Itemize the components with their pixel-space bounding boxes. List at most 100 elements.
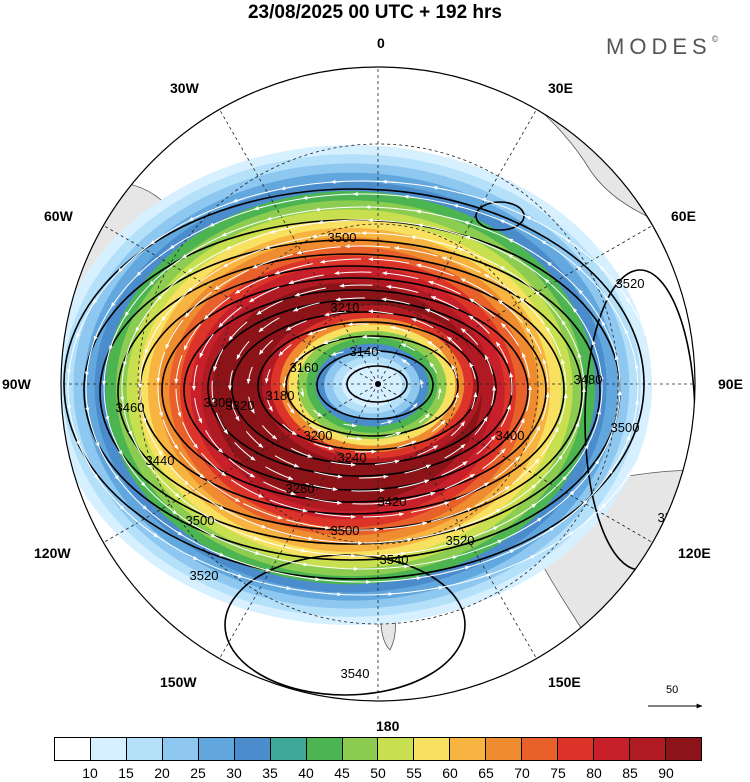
latitude-circle <box>217 223 539 545</box>
wind-vector <box>187 267 223 293</box>
wind-vector <box>363 537 413 544</box>
wind-vector <box>578 387 587 422</box>
wind-vector <box>451 364 458 379</box>
wind-vector <box>446 336 462 351</box>
wind-vector <box>305 483 338 492</box>
wind-vector <box>459 508 502 528</box>
wind-vector <box>444 473 476 490</box>
colorbar-tick-label: 65 <box>478 765 494 781</box>
wind-vector <box>228 458 256 478</box>
wind-vector <box>265 466 294 480</box>
wind-vector <box>354 449 377 454</box>
colorbar-tick-label: 30 <box>226 765 242 781</box>
wind-vector <box>361 335 380 340</box>
wind-vector <box>218 306 242 328</box>
wind-vector <box>474 485 510 507</box>
wind-vector <box>519 297 545 325</box>
wind-vector <box>500 404 511 427</box>
colorbar-tick-label: 25 <box>190 765 206 781</box>
wind-vectors <box>66 179 658 597</box>
wind-vector <box>230 479 264 498</box>
wind-vector <box>262 425 278 440</box>
wind-vector <box>457 247 500 267</box>
height-contour <box>257 321 479 451</box>
wind-vector <box>285 320 307 331</box>
colorbar-tick-label: 20 <box>154 765 170 781</box>
wind-vector <box>179 451 205 479</box>
meridian-line <box>219 383 379 659</box>
contour-label: 3480 <box>574 372 603 387</box>
wind-vector <box>264 236 312 249</box>
meridian-line <box>377 383 653 543</box>
wind-vector <box>162 456 190 486</box>
wind-vector <box>263 481 296 496</box>
pole-marker <box>375 381 381 387</box>
wind-vector <box>246 366 253 384</box>
vector-reference-label: 50 <box>666 684 679 696</box>
colorbar-segment <box>630 738 666 760</box>
wind-vector <box>441 256 481 273</box>
wind-vector <box>174 355 183 384</box>
wind-vector <box>314 538 364 546</box>
wind-vector <box>248 286 280 303</box>
wind-vector <box>381 297 410 305</box>
wind-vector <box>482 448 506 470</box>
wind-vector <box>319 258 362 264</box>
wind-vector <box>311 232 361 239</box>
wind-vector <box>243 503 283 520</box>
wind-vector <box>512 458 540 485</box>
wind-vector <box>495 341 509 364</box>
wind-vector <box>334 271 372 275</box>
contour-label: 3440 <box>146 453 175 468</box>
longitude-label-120e: 120E <box>678 545 711 561</box>
wind-vector <box>347 322 370 327</box>
wind-vector <box>145 423 163 457</box>
wind-vector <box>308 424 324 433</box>
wind-vector <box>381 271 419 280</box>
wind-vector <box>215 412 229 435</box>
wind-vector <box>248 396 255 414</box>
wind-vector <box>290 447 313 458</box>
wind-vector <box>296 246 341 255</box>
wind-vector <box>258 317 280 333</box>
wind-vector <box>324 311 350 317</box>
longitude-label-90e: 90E <box>718 376 743 392</box>
contour-label: 3400 <box>496 428 525 443</box>
wind-vector <box>343 423 357 428</box>
longitude-label-60e: 60E <box>671 208 696 224</box>
wind-vector <box>468 298 496 318</box>
colorbar-segment <box>486 738 523 760</box>
contour-label: 3520 <box>190 568 219 583</box>
wind-vector <box>444 443 466 459</box>
meridian-line <box>377 383 537 659</box>
wind-vector <box>401 359 411 367</box>
contour-label: 3520 <box>446 533 475 548</box>
wind-vector <box>144 321 162 355</box>
wind-vector <box>228 321 248 341</box>
wind-vector <box>307 328 327 336</box>
colorbar-segment <box>558 738 595 760</box>
wind-vector <box>561 358 567 391</box>
contour-label: 3500 <box>331 523 360 538</box>
wind-vector <box>227 370 233 391</box>
contour-label: 3140 <box>350 344 379 359</box>
wind-vector <box>536 454 563 485</box>
wind-vector <box>344 436 363 441</box>
wind-vector <box>368 309 394 315</box>
wind-vector <box>305 496 343 505</box>
wind-vector <box>525 327 542 355</box>
wind-vector <box>468 315 490 334</box>
wind-vector <box>252 253 293 269</box>
wind-vector <box>306 365 314 374</box>
wind-vector <box>175 388 182 418</box>
wind-vector <box>469 362 476 380</box>
wind-vector <box>334 527 380 532</box>
wind-vector <box>344 244 390 249</box>
colorbar-segment <box>162 738 199 760</box>
wind-vector <box>368 257 410 264</box>
wind-vector <box>523 425 541 453</box>
wind-vector <box>231 401 240 422</box>
wind-vector <box>201 452 227 477</box>
height-contour <box>161 277 547 503</box>
wind-vector <box>521 352 530 379</box>
